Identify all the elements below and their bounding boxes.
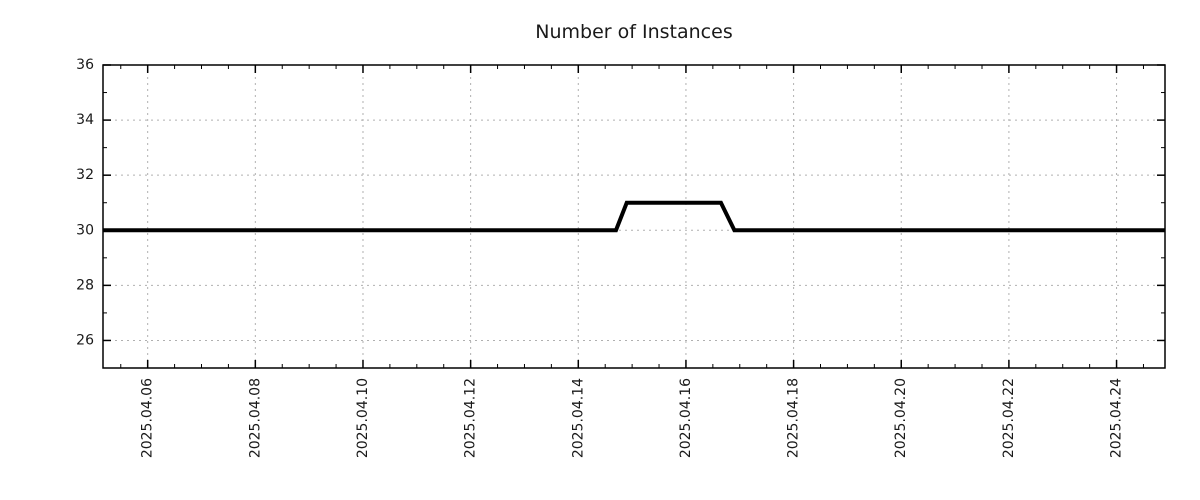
y-tick-label: 34 xyxy=(76,112,94,128)
plot-border xyxy=(102,64,1166,369)
x-tick-label: 2025.04.16 xyxy=(678,378,694,458)
x-tick-label: 2025.04.08 xyxy=(247,378,263,458)
x-tick-label: 2025.04.10 xyxy=(355,378,371,458)
x-tick-label: 2025.04.14 xyxy=(570,378,586,458)
x-tick-label: 2025.04.12 xyxy=(463,378,479,458)
x-tick-label: 2025.04.20 xyxy=(893,378,909,458)
chart-title: Number of Instances xyxy=(535,21,732,43)
x-tick-label: 2025.04.24 xyxy=(1109,378,1125,458)
x-tick-label: 2025.04.06 xyxy=(140,378,156,458)
x-tick-label: 2025.04.18 xyxy=(786,378,802,458)
y-tick-label: 36 xyxy=(76,57,94,73)
y-tick-label: 28 xyxy=(76,277,94,293)
x-tick-label: 2025.04.22 xyxy=(1001,378,1017,458)
series-line-instances xyxy=(103,200,1165,233)
plot-area: 26 28 30 32 34 36 2025.04.06 2025.04.08 2025.04.… xyxy=(76,57,1166,458)
y-tick-label: 26 xyxy=(76,332,94,348)
y-tick-label: 30 xyxy=(76,222,94,238)
y-tick-label: 32 xyxy=(76,167,94,183)
